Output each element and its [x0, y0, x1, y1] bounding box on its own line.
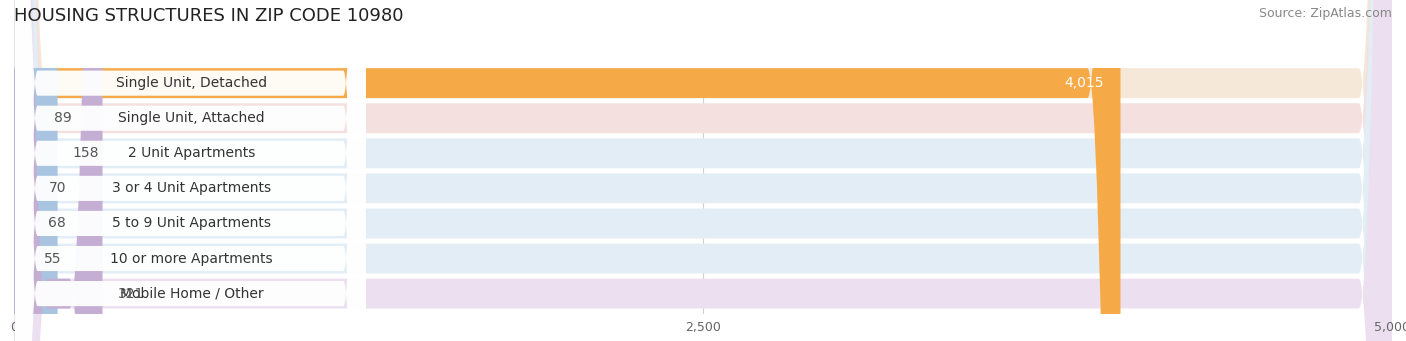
FancyBboxPatch shape [15, 0, 366, 341]
FancyBboxPatch shape [14, 0, 58, 341]
FancyBboxPatch shape [15, 0, 366, 341]
Text: 158: 158 [73, 146, 100, 160]
Text: Single Unit, Attached: Single Unit, Attached [118, 111, 266, 125]
Text: 4,015: 4,015 [1064, 76, 1104, 90]
Text: 10 or more Apartments: 10 or more Apartments [111, 252, 273, 266]
FancyBboxPatch shape [14, 0, 1392, 341]
Text: 321: 321 [118, 286, 143, 301]
FancyBboxPatch shape [6, 0, 48, 341]
FancyBboxPatch shape [0, 0, 48, 341]
Text: 2 Unit Apartments: 2 Unit Apartments [128, 146, 256, 160]
FancyBboxPatch shape [15, 0, 366, 341]
Text: 89: 89 [53, 111, 72, 125]
Text: 68: 68 [48, 217, 66, 231]
FancyBboxPatch shape [14, 0, 1392, 341]
FancyBboxPatch shape [14, 0, 103, 341]
FancyBboxPatch shape [14, 0, 1392, 341]
Text: HOUSING STRUCTURES IN ZIP CODE 10980: HOUSING STRUCTURES IN ZIP CODE 10980 [14, 7, 404, 25]
Text: Mobile Home / Other: Mobile Home / Other [120, 286, 263, 301]
FancyBboxPatch shape [14, 0, 1392, 341]
Text: 5 to 9 Unit Apartments: 5 to 9 Unit Apartments [112, 217, 271, 231]
FancyBboxPatch shape [15, 0, 366, 341]
Text: 3 or 4 Unit Apartments: 3 or 4 Unit Apartments [112, 181, 271, 195]
FancyBboxPatch shape [15, 0, 366, 341]
Text: 70: 70 [48, 181, 66, 195]
FancyBboxPatch shape [14, 0, 1392, 341]
FancyBboxPatch shape [0, 0, 48, 341]
Text: 55: 55 [45, 252, 62, 266]
FancyBboxPatch shape [14, 0, 1392, 341]
FancyBboxPatch shape [0, 0, 48, 341]
Text: Source: ZipAtlas.com: Source: ZipAtlas.com [1258, 7, 1392, 20]
FancyBboxPatch shape [14, 0, 1121, 341]
FancyBboxPatch shape [15, 0, 366, 341]
Text: Single Unit, Detached: Single Unit, Detached [117, 76, 267, 90]
FancyBboxPatch shape [15, 0, 366, 341]
FancyBboxPatch shape [14, 0, 1392, 341]
